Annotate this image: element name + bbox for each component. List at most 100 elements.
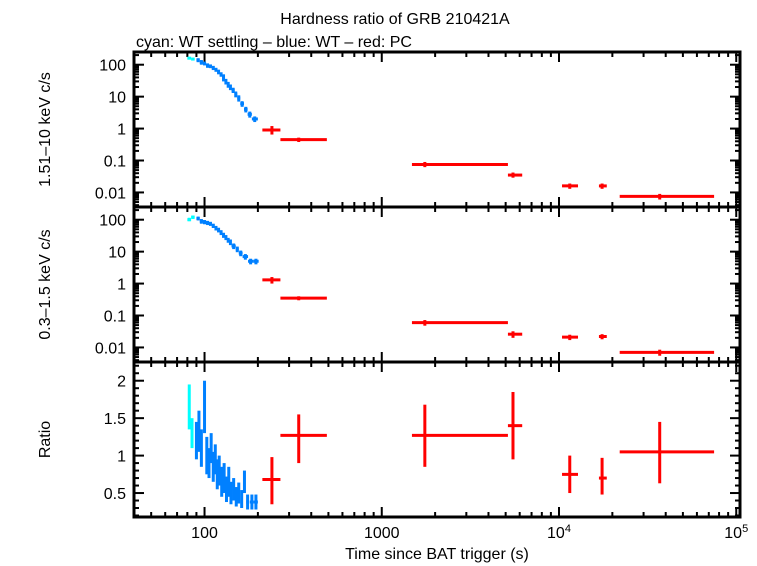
data-point	[208, 64, 212, 69]
series-wt-settling	[187, 384, 194, 449]
plot-frame	[132, 360, 742, 519]
data-point	[238, 250, 243, 257]
data-point	[280, 137, 327, 142]
series-wt	[196, 216, 259, 265]
data-point	[619, 349, 715, 356]
series-pc	[262, 126, 715, 200]
y-tick-label: 0.01	[95, 185, 126, 202]
plot-frame	[132, 205, 742, 364]
data-point	[507, 172, 523, 178]
y-tick-label: 1	[117, 449, 126, 466]
x-axis-label: Time since BAT trigger (s)	[345, 546, 529, 563]
data-point	[208, 221, 212, 226]
data-point	[222, 232, 226, 238]
data-point	[240, 490, 244, 509]
data-point	[206, 63, 210, 68]
data-point	[242, 254, 249, 260]
y-tick-label: 100	[99, 213, 126, 230]
x-tick-label: 104	[547, 523, 571, 542]
data-point	[199, 60, 203, 65]
data-point	[187, 217, 192, 222]
data-point	[411, 320, 508, 326]
y-tick-label: 0.1	[104, 309, 126, 326]
y-tick-label: 2	[117, 374, 126, 391]
data-point	[237, 95, 241, 102]
y-tick-label: 1.5	[104, 411, 126, 428]
chart-title: Hardness ratio of GRB 210421A	[280, 11, 510, 28]
data-point	[199, 429, 203, 467]
data-point	[562, 183, 579, 189]
data-point	[231, 243, 236, 250]
y-tick-label: 10	[108, 90, 126, 107]
data-point	[222, 74, 226, 82]
data-point	[199, 219, 203, 224]
data-point	[211, 65, 215, 71]
data-point	[247, 111, 252, 118]
data-point	[217, 455, 221, 486]
y-tick-label: 100	[99, 58, 126, 75]
data-point	[196, 216, 200, 221]
data-point	[219, 230, 223, 236]
data-point	[237, 482, 241, 504]
y-axis-label: 1.51–10 keV c/s	[37, 72, 54, 187]
data-point	[224, 78, 228, 85]
data-point	[187, 56, 192, 60]
data-point	[197, 410, 201, 452]
series-pc	[262, 391, 715, 505]
x-tick-label: 105	[724, 523, 748, 542]
y-tick-label: 0.5	[104, 486, 126, 503]
data-point	[220, 466, 224, 497]
y-tick-label: 10	[108, 245, 126, 262]
data-point	[194, 421, 198, 460]
data-point	[202, 61, 207, 66]
panel-ratio: 2 1.5 1 0.5 Ratio	[37, 360, 742, 519]
data-point	[253, 494, 258, 510]
chart-subtitle: cyan: WT settling – blue: WT – red: PC	[136, 34, 412, 51]
data-point	[562, 455, 579, 494]
y-tick-label: 1	[117, 122, 126, 139]
data-point	[262, 277, 281, 284]
data-point	[214, 225, 218, 231]
data-point	[598, 183, 607, 189]
data-point	[209, 433, 213, 464]
data-point	[211, 451, 215, 482]
data-point	[235, 246, 239, 253]
y-tick-label: 1	[117, 277, 126, 294]
y-axis-label: Ratio	[37, 421, 54, 458]
data-point	[562, 334, 579, 341]
data-point	[217, 227, 221, 233]
data-point	[217, 69, 221, 75]
series-wt-settling	[187, 215, 195, 222]
data-point	[229, 481, 233, 505]
data-point	[619, 421, 715, 484]
data-point	[206, 220, 210, 226]
data-point	[280, 414, 327, 464]
data-point	[251, 116, 258, 123]
panel-soft-band: 100 10 1 0.1 0.01 0.3–1.5 keV c/s	[37, 205, 742, 364]
data-point	[228, 239, 232, 246]
data-point	[228, 84, 232, 91]
data-point	[507, 391, 523, 460]
series-wt	[196, 58, 258, 123]
data-point	[187, 384, 191, 430]
data-point	[211, 223, 215, 228]
data-point	[207, 448, 211, 479]
data-point	[222, 463, 226, 494]
data-point	[227, 466, 231, 497]
data-point	[219, 72, 223, 77]
y-tick-label: 0.01	[95, 340, 126, 357]
data-point	[249, 494, 254, 510]
data-point	[598, 334, 607, 340]
data-point	[411, 161, 508, 168]
data-point	[253, 258, 259, 265]
series-pc	[262, 277, 715, 356]
data-point	[190, 418, 194, 449]
data-point	[507, 331, 523, 338]
data-point	[234, 91, 238, 98]
data-point	[205, 436, 209, 475]
data-point	[262, 457, 281, 505]
data-point	[203, 380, 207, 434]
data-point	[214, 67, 218, 72]
data-point	[196, 58, 200, 63]
